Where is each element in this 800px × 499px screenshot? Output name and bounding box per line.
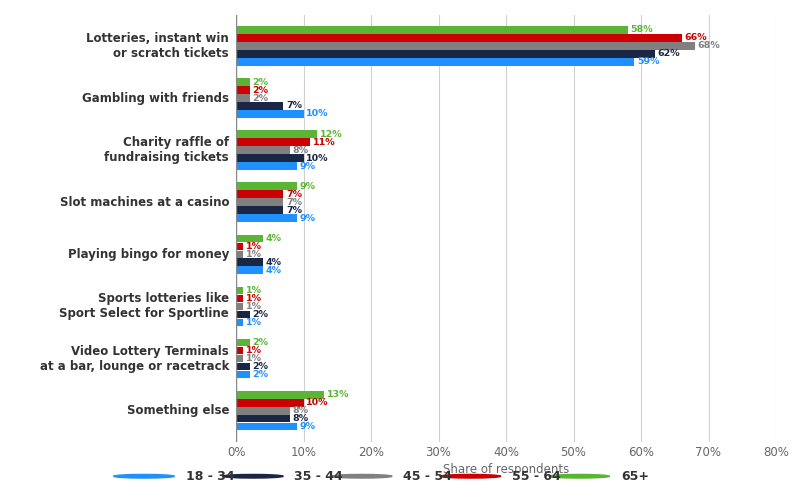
Text: 13%: 13% bbox=[326, 390, 349, 399]
Text: 4%: 4% bbox=[266, 258, 282, 267]
Text: 35 - 44: 35 - 44 bbox=[294, 470, 343, 483]
Circle shape bbox=[440, 475, 501, 478]
Text: 7%: 7% bbox=[286, 190, 302, 199]
Text: 65+: 65+ bbox=[621, 470, 649, 483]
Bar bbox=[236, 415, 290, 423]
Bar bbox=[236, 207, 283, 214]
Bar bbox=[236, 110, 303, 118]
Bar bbox=[236, 355, 242, 362]
Text: 2%: 2% bbox=[252, 310, 268, 319]
Bar bbox=[236, 26, 627, 34]
Bar bbox=[236, 266, 263, 274]
Text: 1%: 1% bbox=[246, 346, 262, 355]
Text: 1%: 1% bbox=[246, 250, 262, 259]
Bar bbox=[236, 199, 283, 206]
Text: 9%: 9% bbox=[299, 162, 315, 171]
Text: 18 - 34: 18 - 34 bbox=[186, 470, 234, 483]
Text: 10%: 10% bbox=[306, 109, 329, 118]
Text: 2%: 2% bbox=[252, 362, 268, 371]
Text: 10%: 10% bbox=[306, 398, 329, 407]
Text: 8%: 8% bbox=[293, 146, 309, 155]
Text: 2%: 2% bbox=[252, 78, 268, 87]
Bar bbox=[236, 243, 242, 250]
Bar bbox=[236, 294, 242, 302]
Text: 68%: 68% bbox=[698, 41, 721, 50]
Bar bbox=[236, 391, 324, 399]
Text: 1%: 1% bbox=[246, 302, 262, 311]
Bar bbox=[236, 250, 242, 258]
Bar bbox=[236, 371, 250, 378]
Bar bbox=[236, 235, 263, 242]
Text: 55 - 64: 55 - 64 bbox=[512, 470, 561, 483]
Text: 8%: 8% bbox=[293, 414, 309, 423]
Bar bbox=[236, 363, 250, 370]
Bar bbox=[236, 94, 250, 102]
Bar bbox=[236, 102, 283, 110]
Text: 1%: 1% bbox=[246, 354, 262, 363]
Bar bbox=[236, 287, 242, 294]
Bar bbox=[236, 146, 290, 154]
Bar bbox=[236, 191, 283, 198]
Circle shape bbox=[331, 475, 392, 478]
Text: 9%: 9% bbox=[299, 422, 315, 431]
Text: 45 - 54: 45 - 54 bbox=[403, 470, 452, 483]
X-axis label: Share of respondents: Share of respondents bbox=[443, 463, 569, 476]
Text: 59%: 59% bbox=[637, 57, 659, 66]
Bar bbox=[236, 86, 250, 94]
Text: 12%: 12% bbox=[320, 130, 342, 139]
Text: 10%: 10% bbox=[306, 154, 329, 163]
Text: 4%: 4% bbox=[266, 234, 282, 243]
Bar bbox=[236, 42, 695, 50]
Text: 1%: 1% bbox=[246, 242, 262, 251]
Text: 7%: 7% bbox=[286, 101, 302, 110]
Bar bbox=[236, 347, 242, 354]
Text: 1%: 1% bbox=[246, 294, 262, 303]
Bar bbox=[236, 399, 303, 407]
Bar bbox=[236, 258, 263, 266]
Bar bbox=[236, 162, 297, 170]
Text: 7%: 7% bbox=[286, 198, 302, 207]
Text: 2%: 2% bbox=[252, 85, 268, 94]
Text: 7%: 7% bbox=[286, 206, 302, 215]
Text: 4%: 4% bbox=[266, 266, 282, 275]
Bar bbox=[236, 138, 310, 146]
Text: 1%: 1% bbox=[246, 286, 262, 295]
Text: 11%: 11% bbox=[313, 138, 335, 147]
Text: 1%: 1% bbox=[246, 318, 262, 327]
Text: 9%: 9% bbox=[299, 182, 315, 191]
Bar bbox=[236, 154, 303, 162]
Bar bbox=[236, 183, 297, 190]
Bar bbox=[236, 302, 242, 310]
Bar bbox=[236, 339, 250, 346]
Bar bbox=[236, 310, 250, 318]
Circle shape bbox=[114, 475, 174, 478]
Circle shape bbox=[549, 475, 610, 478]
Bar bbox=[236, 318, 242, 326]
Text: 9%: 9% bbox=[299, 214, 315, 223]
Bar bbox=[236, 78, 250, 86]
Text: 66%: 66% bbox=[684, 33, 707, 42]
Text: 2%: 2% bbox=[252, 338, 268, 347]
Bar bbox=[236, 215, 297, 222]
Text: 2%: 2% bbox=[252, 370, 268, 379]
Text: 2%: 2% bbox=[252, 93, 268, 102]
Bar bbox=[236, 423, 297, 431]
Circle shape bbox=[222, 475, 283, 478]
Bar bbox=[236, 130, 317, 138]
Text: 58%: 58% bbox=[630, 25, 653, 34]
Text: 8%: 8% bbox=[293, 406, 309, 415]
Bar bbox=[236, 50, 654, 58]
Bar bbox=[236, 58, 634, 66]
Bar bbox=[236, 34, 682, 42]
Bar bbox=[236, 407, 290, 415]
Text: 62%: 62% bbox=[658, 49, 680, 58]
